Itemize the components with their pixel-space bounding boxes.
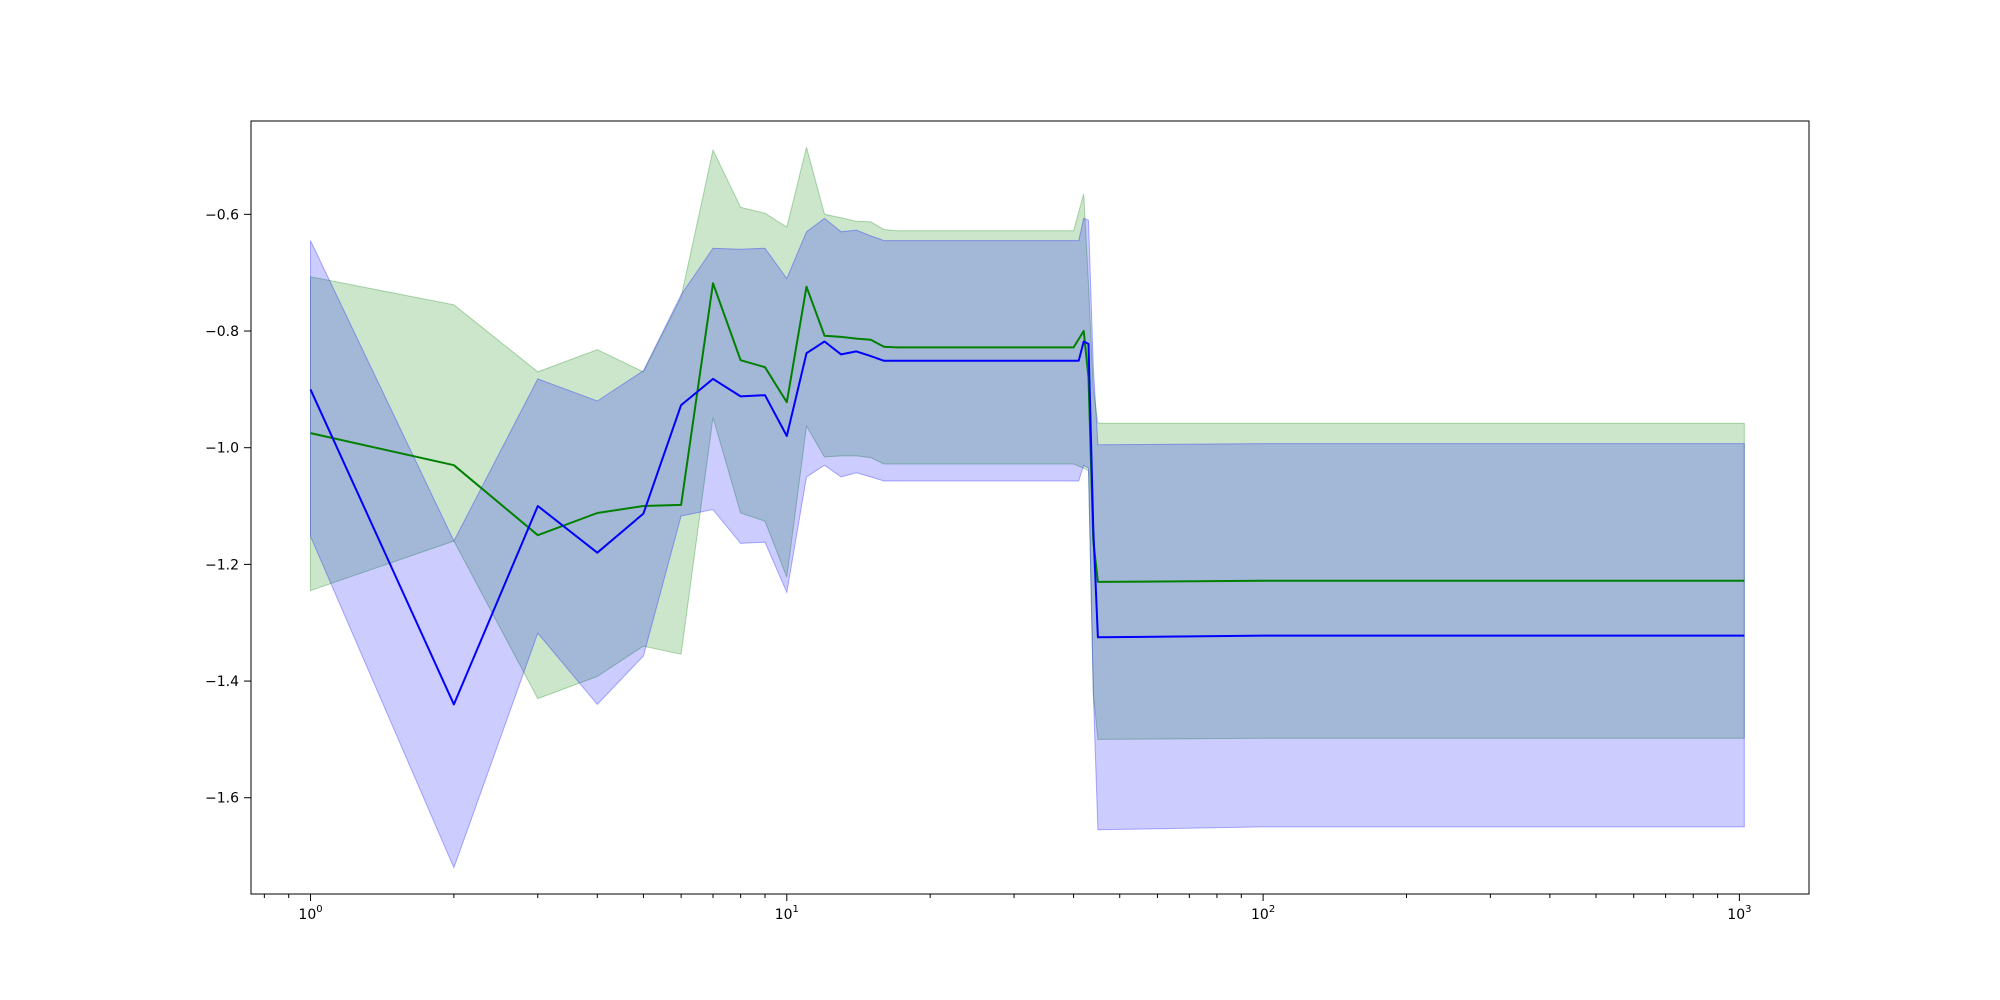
y-tick-label: −1.6 xyxy=(205,791,239,807)
x-tick-base: 10 xyxy=(1727,907,1745,923)
series-2-line xyxy=(309,340,1745,706)
x-tick-label: 100 xyxy=(298,904,322,923)
x-tick-exponent: 2 xyxy=(1269,904,1275,915)
x-tick-label: 101 xyxy=(775,904,799,923)
series-2-band xyxy=(310,217,1745,870)
x-tick-label: 102 xyxy=(1251,904,1275,923)
x-tick-base: 10 xyxy=(298,907,316,923)
series-lines xyxy=(309,282,1745,706)
x-tick-exponent: 0 xyxy=(316,904,322,915)
y-tick-label: −0.8 xyxy=(205,324,239,340)
confidence-bands xyxy=(310,147,1745,870)
series-1-band xyxy=(310,147,1745,740)
y-tick-label: −1.0 xyxy=(205,441,239,457)
plot-frame xyxy=(250,120,1810,895)
y-axis: −0.6 −0.8 −1.0 −1.2 −1.4 −1.6 xyxy=(205,207,251,807)
x-tick-base: 10 xyxy=(1251,907,1269,923)
x-tick-exponent: 3 xyxy=(1745,904,1751,915)
y-tick-label: −0.6 xyxy=(205,207,239,223)
y-tick-label: −1.2 xyxy=(205,557,239,573)
x-tick-exponent: 1 xyxy=(793,904,799,915)
x-tick-base: 10 xyxy=(775,907,793,923)
y-tick-label: −1.4 xyxy=(205,674,239,690)
x-axis: 100 101 102 103 xyxy=(263,894,1752,923)
x-tick-label: 103 xyxy=(1727,904,1751,923)
